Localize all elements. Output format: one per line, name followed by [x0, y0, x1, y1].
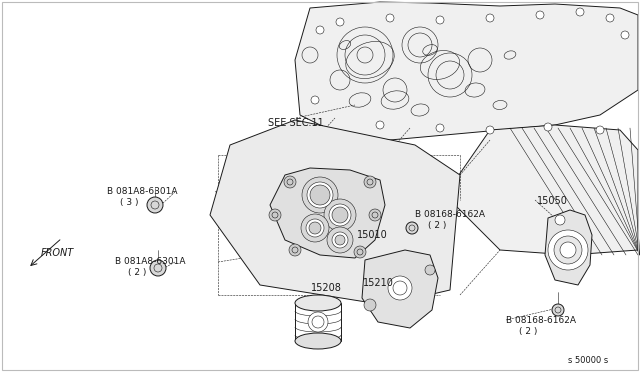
- Ellipse shape: [295, 333, 341, 349]
- Text: B 08168-6162A: B 08168-6162A: [506, 316, 576, 325]
- Circle shape: [560, 242, 576, 258]
- Polygon shape: [362, 250, 438, 328]
- Circle shape: [376, 121, 384, 129]
- Text: B 08168-6162A: B 08168-6162A: [415, 210, 485, 219]
- Text: 15208: 15208: [311, 283, 342, 293]
- Circle shape: [555, 215, 565, 225]
- Polygon shape: [270, 168, 385, 258]
- Circle shape: [364, 176, 376, 188]
- Circle shape: [354, 246, 366, 258]
- Circle shape: [406, 222, 418, 234]
- Circle shape: [302, 177, 338, 213]
- Circle shape: [436, 16, 444, 24]
- Text: 15210: 15210: [363, 278, 394, 288]
- Circle shape: [544, 123, 552, 131]
- Text: ( 2 ): ( 2 ): [428, 221, 446, 230]
- Circle shape: [554, 236, 582, 264]
- Text: ( 2 ): ( 2 ): [519, 327, 538, 336]
- Circle shape: [329, 204, 351, 226]
- Circle shape: [388, 276, 412, 300]
- Text: FRONT: FRONT: [40, 248, 74, 258]
- Text: SEE SEC.11: SEE SEC.11: [268, 118, 324, 128]
- Circle shape: [369, 209, 381, 221]
- Circle shape: [284, 176, 296, 188]
- Circle shape: [269, 209, 281, 221]
- Circle shape: [552, 304, 564, 316]
- Circle shape: [596, 126, 604, 134]
- Text: ( 2 ): ( 2 ): [128, 268, 147, 277]
- Circle shape: [311, 96, 319, 104]
- Circle shape: [332, 232, 348, 248]
- Circle shape: [316, 26, 324, 34]
- Polygon shape: [445, 125, 638, 255]
- Text: s 50000 s: s 50000 s: [568, 356, 608, 365]
- Circle shape: [336, 18, 344, 26]
- Circle shape: [306, 219, 324, 237]
- Circle shape: [621, 31, 629, 39]
- Text: B 081A8-6301A: B 081A8-6301A: [115, 257, 186, 266]
- Circle shape: [307, 182, 333, 208]
- Polygon shape: [545, 210, 592, 285]
- Ellipse shape: [295, 295, 341, 311]
- Circle shape: [576, 8, 584, 16]
- Circle shape: [606, 14, 614, 22]
- Circle shape: [332, 207, 348, 223]
- Circle shape: [536, 11, 544, 19]
- Circle shape: [486, 14, 494, 22]
- Circle shape: [335, 235, 345, 245]
- Circle shape: [364, 299, 376, 311]
- Circle shape: [150, 260, 166, 276]
- Text: 15050: 15050: [537, 196, 568, 206]
- Text: B 081A8-6301A: B 081A8-6301A: [107, 187, 177, 196]
- Circle shape: [386, 14, 394, 22]
- Circle shape: [301, 214, 329, 242]
- Circle shape: [289, 244, 301, 256]
- Circle shape: [425, 265, 435, 275]
- Circle shape: [327, 227, 353, 253]
- Circle shape: [548, 230, 588, 270]
- Polygon shape: [295, 2, 638, 140]
- Circle shape: [308, 312, 328, 332]
- Circle shape: [436, 124, 444, 132]
- Text: ( 3 ): ( 3 ): [120, 198, 138, 207]
- Text: 15010: 15010: [357, 230, 388, 240]
- Polygon shape: [210, 120, 460, 305]
- Circle shape: [147, 197, 163, 213]
- Circle shape: [309, 222, 321, 234]
- Circle shape: [486, 126, 494, 134]
- Circle shape: [324, 199, 356, 231]
- Circle shape: [310, 185, 330, 205]
